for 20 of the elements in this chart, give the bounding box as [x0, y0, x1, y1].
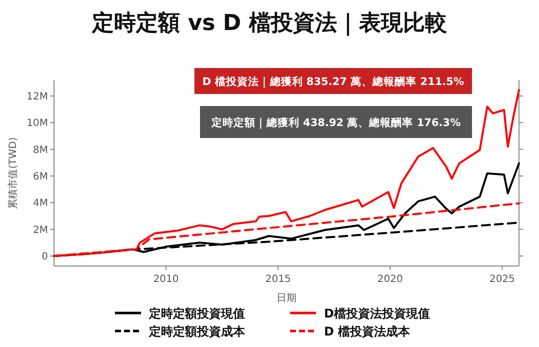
- annotation: D 檔投資法｜總獲利 835.27 萬、總報酬率 211.5%: [202, 75, 464, 88]
- legend-label: 定時定額投資成本: [148, 324, 246, 338]
- y-tick-label: 8M: [33, 144, 48, 156]
- chart-title: 定時定額 vs D 檔投資法｜表現比較: [91, 10, 448, 36]
- y-tick-label: 10M: [26, 118, 48, 130]
- y-tick-label: 0: [42, 252, 48, 262]
- legend-label: D 檔投資法成本: [324, 324, 412, 338]
- y-tick-label: 12M: [26, 92, 48, 102]
- legend-label: D檔投資法投資現值: [324, 306, 430, 320]
- x-tick-label: 2015: [265, 274, 291, 285]
- y-axis-title: 累積市值(TWD): [7, 137, 19, 209]
- x-axis-title: 日期: [276, 292, 296, 304]
- x-tick-label: 2020: [377, 274, 403, 285]
- y-tick-label: 6M: [33, 172, 48, 182]
- annotation: 定時定額｜總獲利 438.92 萬、總報酬率 176.3%: [210, 116, 462, 129]
- legend-label: 定時定額投資現值: [148, 306, 245, 320]
- y-tick-label: 4M: [33, 198, 48, 210]
- x-tick-label: 2010: [153, 274, 179, 285]
- y-tick-label: 2M: [33, 224, 48, 236]
- x-tick-label: 2025: [489, 274, 515, 285]
